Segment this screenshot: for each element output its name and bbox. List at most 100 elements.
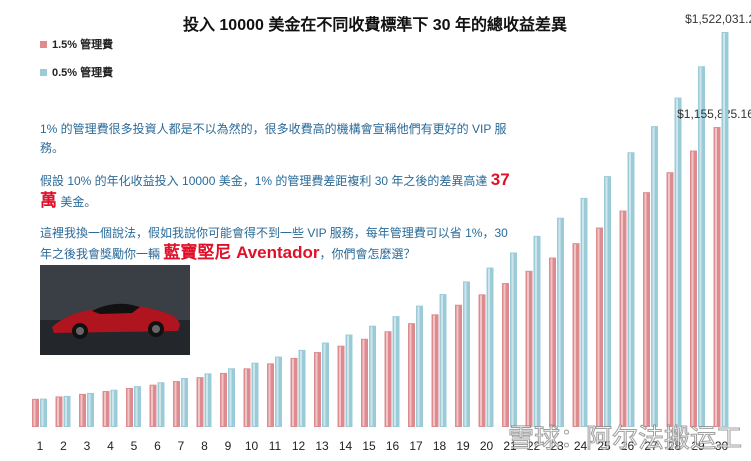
value-label: $1,155,825.16 <box>677 107 751 121</box>
watermark: 雪球：阿尔法搬运工 <box>508 423 742 453</box>
bar-highlight <box>229 369 232 426</box>
legend-swatch <box>40 41 47 48</box>
x-tick-label: 12 <box>292 439 306 453</box>
bar-highlight <box>253 363 255 426</box>
note-paragraph: 1% 的管理費很多投資人都是不以為然的，很多收費高的機構會宣稱他們有更好的 VI… <box>40 120 510 158</box>
legend-label: 1.5% 管理費 <box>52 37 113 51</box>
x-tick-label: 7 <box>178 439 185 453</box>
bar-highlight <box>65 396 67 426</box>
bar-highlight <box>174 382 177 426</box>
bar-highlight <box>456 305 459 426</box>
bar-highlight <box>135 387 138 426</box>
legend-label: 0.5% 管理費 <box>52 65 113 79</box>
bar-highlight <box>268 364 271 426</box>
bar-highlight <box>80 394 83 426</box>
chart-title: 投入 10000 美金在不同收費標準下 30 年的總收益差異 <box>183 15 567 34</box>
bar-highlight <box>57 397 59 426</box>
bar-highlight <box>464 282 467 426</box>
note-paragraph: 假設 10% 的年化收益投入 10000 美金，1% 的管理費差距複利 30 年… <box>40 170 510 212</box>
x-tick-label: 14 <box>339 439 353 453</box>
x-tick-label: 1 <box>37 439 44 453</box>
value-label: $1,522,031.27 <box>685 12 751 26</box>
bar-highlight <box>699 67 702 426</box>
bar-highlight <box>605 177 608 426</box>
bar-highlight <box>362 339 365 426</box>
bar-highlight <box>409 324 412 426</box>
x-tick-label: 30 <box>715 439 729 453</box>
legend-swatch <box>40 69 47 76</box>
bar-highlight <box>159 383 161 426</box>
bar-highlight <box>88 393 91 426</box>
bar-highlight <box>347 335 349 426</box>
bar-highlight <box>394 317 396 426</box>
notes: 1% 的管理費很多投資人都是不以為然的，很多收費高的機構會宣稱他們有更好的 VI… <box>40 120 510 276</box>
bar-highlight <box>276 357 279 426</box>
x-tick-label: 20 <box>480 439 494 453</box>
x-tick-label: 3 <box>84 439 91 453</box>
bar-highlight <box>33 399 36 426</box>
x-tick-label: 15 <box>362 439 376 453</box>
note-emphasis: 37 萬 <box>40 170 510 210</box>
bar-highlight <box>41 399 44 426</box>
x-tick-label: 2 <box>60 439 67 453</box>
x-tick-label: 10 <box>245 439 259 453</box>
bar-highlight <box>292 358 294 426</box>
bar-highlight <box>629 153 631 427</box>
x-tick-label: 11 <box>269 439 282 453</box>
x-tick-label: 29 <box>691 439 705 453</box>
x-tick-label: 23 <box>550 439 564 453</box>
x-tick-label: 24 <box>574 439 588 453</box>
bar-highlight <box>558 218 561 426</box>
bar-highlight <box>676 98 678 427</box>
bar-highlight <box>723 33 725 426</box>
x-tick-label: 25 <box>597 439 611 453</box>
bar-highlight <box>652 127 655 426</box>
note-text: ，你們會怎麼選？ <box>319 247 416 261</box>
x-tick-label: 16 <box>386 439 400 453</box>
bar-highlight <box>621 211 623 426</box>
bar-highlight <box>574 244 576 426</box>
note-emphasis: 藍寶堅尼 Aventador <box>163 243 320 262</box>
x-tick-label: 22 <box>527 439 541 453</box>
bar-highlight <box>503 284 506 426</box>
note-text: 假設 10% 的年化收益投入 10000 美金，1% 的管理費差距複利 30 年… <box>40 174 491 188</box>
bar-highlight <box>104 392 106 426</box>
bar-highlight <box>527 271 529 426</box>
bar-highlight <box>691 151 694 426</box>
x-tick-label: 21 <box>503 439 517 453</box>
bar-highlight <box>198 378 200 426</box>
bar-highlight <box>597 228 600 426</box>
bar-highlight <box>127 388 130 426</box>
bar-highlight <box>323 343 326 426</box>
x-tick-label: 5 <box>131 439 138 453</box>
bar-highlight <box>550 258 553 426</box>
x-tick-label: 9 <box>225 439 232 453</box>
bar-highlight <box>206 374 208 426</box>
bar-highlight <box>151 385 153 426</box>
car-photo <box>40 265 190 355</box>
bar-highlight <box>112 390 114 426</box>
bar-highlight <box>511 253 514 426</box>
bar-highlight <box>386 332 388 426</box>
x-tick-label: 19 <box>456 439 470 453</box>
x-tick-label: 18 <box>433 439 447 453</box>
bar-highlight <box>668 173 670 426</box>
bar-highlight <box>644 193 647 426</box>
bar-highlight <box>221 373 224 426</box>
bar-highlight <box>339 346 341 426</box>
bar-highlight <box>582 198 584 426</box>
bar-highlight <box>441 295 443 426</box>
bar-highlight <box>245 369 247 426</box>
note-text: 1% 的管理費很多投資人都是不以為然的，很多收費高的機構會宣稱他們有更好的 VI… <box>40 122 507 155</box>
note-text: 美金。 <box>57 195 97 209</box>
note-text: 這裡我換一個說法，假如我說你可能會得不到一些 VIP 服務，每年管理費可以省 1… <box>40 226 508 261</box>
bar-highlight <box>417 306 420 426</box>
bar-highlight <box>315 353 318 426</box>
bar-highlight <box>370 326 373 426</box>
bar-highlight <box>715 128 717 426</box>
bar-highlight <box>488 268 490 426</box>
bar-highlight <box>535 236 537 426</box>
x-tick-label: 4 <box>107 439 114 453</box>
